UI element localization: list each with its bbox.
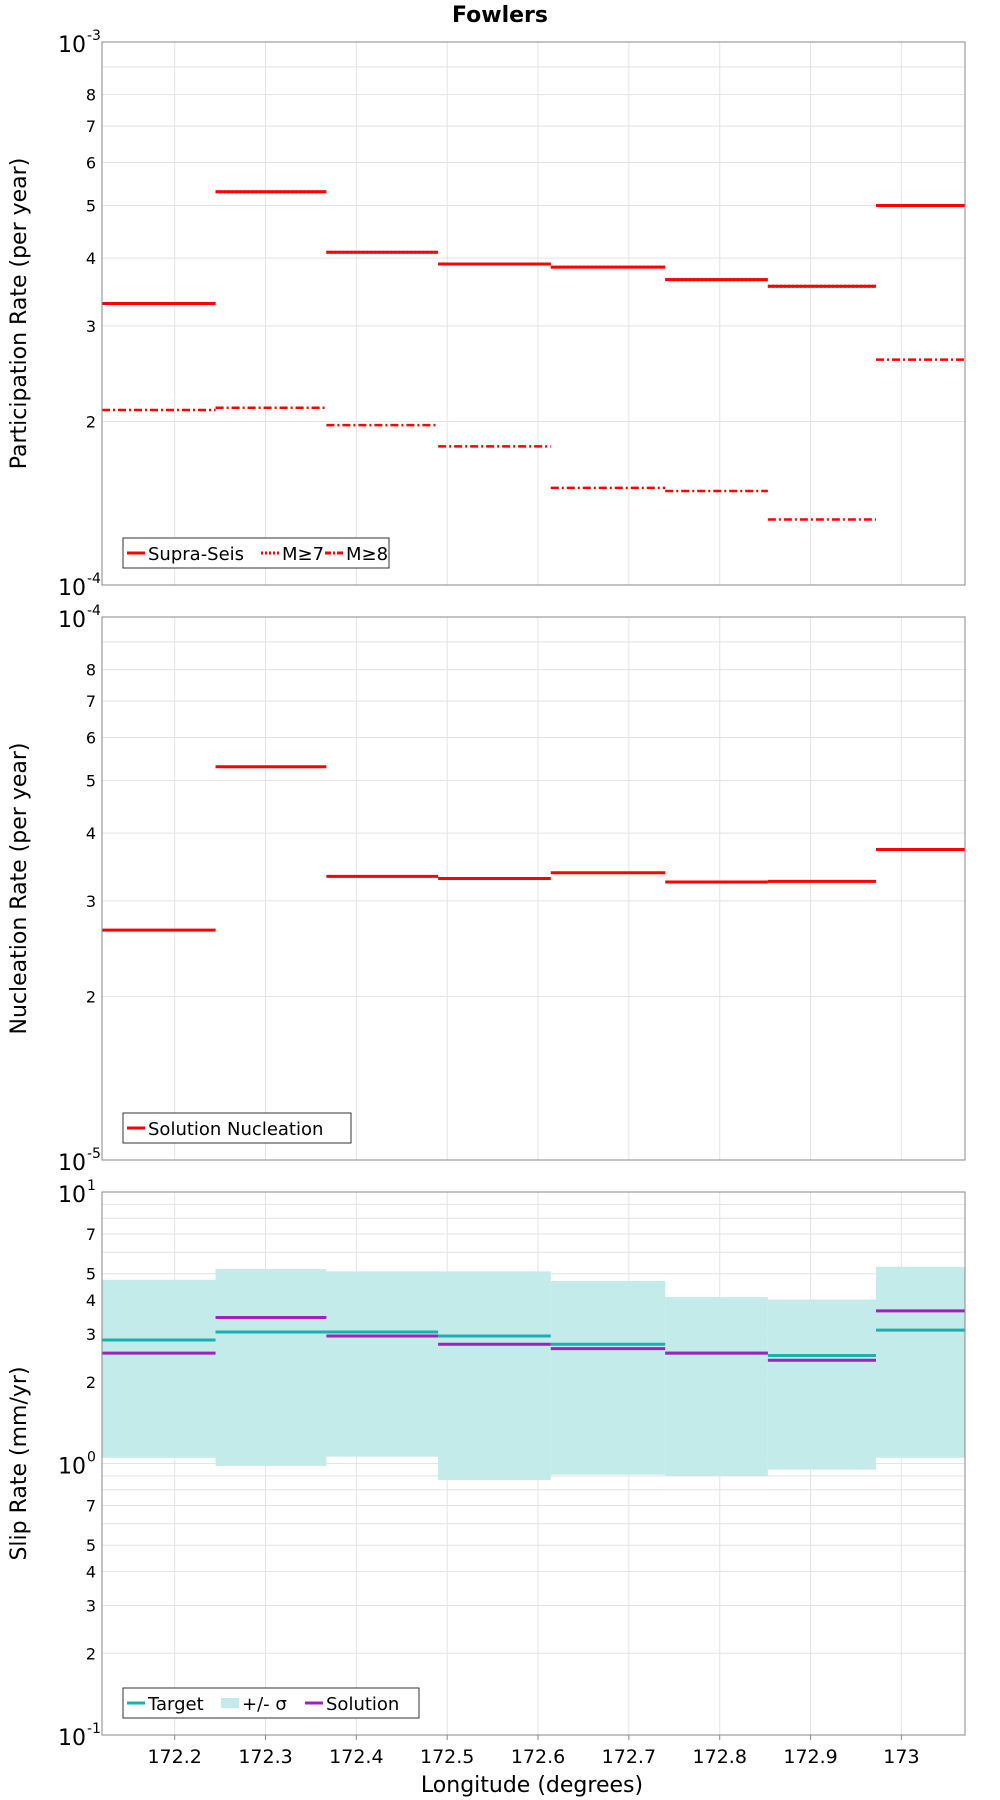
band-segment [550,1281,666,1475]
band-segment [215,1269,327,1466]
chart-title: Fowlers [452,3,548,28]
y-decade-label: 10 [58,1183,86,1208]
y-decade-label: 10 [58,1726,86,1751]
y-tick-label: 8 [86,661,96,680]
legend: Solution Nucleation [122,1112,352,1144]
y-tick-label: 5 [86,1536,96,1555]
y-tick-label: 3 [86,1325,96,1344]
band [102,1266,965,1480]
x-tick-label: 172.9 [783,1746,837,1768]
x-tick-label: 173 [883,1746,919,1768]
legend-label: Solution [326,1694,399,1715]
y-decade-label: 10 [58,1151,86,1176]
grid [102,616,965,1161]
x-tick-label: 172.5 [420,1746,474,1768]
y-axis-label: Nucleation Rate (per year) [7,743,32,1035]
y-decade-exponent: -1 [87,1721,101,1737]
y-tick-label: 7 [86,692,96,711]
y-tick-label: 4 [86,824,96,843]
y-decade-exponent: -4 [87,571,101,587]
y-tick-label: 4 [86,1563,96,1582]
y-tick-label: 2 [86,1644,96,1663]
band-segment [102,1279,216,1458]
series-2 [102,1309,965,1362]
y-decade-exponent: 1 [87,1178,96,1194]
y-tick-label: 5 [86,196,96,215]
y-tick-label: 5 [86,771,96,790]
y-decade-label: 10 [58,1455,86,1480]
series-1 [102,765,965,932]
y-tick-label: 5 [86,1265,96,1284]
y-decade-exponent: -4 [87,603,101,619]
band-segment [875,1266,965,1458]
x-tick-label: 172.2 [147,1746,201,1768]
legend-label: +/- σ [242,1694,287,1715]
plot-area [102,617,965,1160]
x-axis: 172.2 172.3 172.4 172.5 172.6 172.7 172.8 172.9… [147,1735,920,1768]
y-tick-label: 6 [86,153,96,172]
legend-label: Solution Nucleation [148,1119,323,1140]
grid [102,41,965,586]
y-tick-label: 2 [86,1373,96,1392]
y-tick-label: 3 [86,892,96,911]
x-tick-label: 172.7 [602,1746,656,1768]
x-tick-label: 172.4 [329,1746,383,1768]
legend-label: Target [147,1694,204,1715]
band-segment [326,1271,439,1457]
legend-box [122,1112,352,1144]
legend-box [122,1687,420,1719]
series-2 [102,190,965,305]
y-decade-label: 10 [58,608,86,633]
y-decade-exponent: 0 [87,1450,96,1466]
legend: Supra-Seis M≥7 M≥8 [122,537,390,569]
y-axis-label: Slip Rate (mm/yr) [7,1366,32,1560]
band-segment [438,1271,551,1480]
y-decade-exponent: -3 [87,28,101,44]
y-tick-label: 3 [86,1596,96,1615]
legend-label: M≥8 [346,544,388,565]
y-tick-label: 2 [86,988,96,1007]
legend-box [122,537,390,569]
legend-label: M≥7 [282,544,324,565]
y-tick-label: 7 [86,117,96,136]
y-tick-label: 3 [86,317,96,336]
y-tick-label: 6 [86,728,96,747]
y-tick-label: 2 [86,413,96,432]
y-tick-label: 7 [86,1497,96,1516]
y-axis-label: Participation Rate (per year) [7,158,32,470]
plot-frame [101,1191,966,1736]
legend-swatch [221,1698,239,1708]
y-tick-label: 4 [86,249,96,268]
band-segment [767,1300,876,1470]
x-axis-label: Longitude (degrees) [421,1773,643,1798]
plot-area [102,42,965,585]
x-tick-label: 172.8 [693,1746,747,1768]
series-3 [102,358,965,521]
x-tick-label: 172.6 [511,1746,565,1768]
plot-frame [101,616,966,1161]
y-decade-exponent: -5 [87,1146,101,1162]
y-decade-label: 10 [58,33,86,58]
band-segment [665,1297,768,1476]
y-tick-label: 8 [86,86,96,105]
legend: Target +/- σ Solution [122,1687,420,1719]
y-tick-label: 7 [86,1225,96,1244]
x-tick-label: 172.3 [238,1746,292,1768]
legend-label: Supra-Seis [148,544,244,565]
y-decade-label: 10 [58,576,86,601]
y-tick-label: 4 [86,1291,96,1310]
plot-frame [101,41,966,586]
